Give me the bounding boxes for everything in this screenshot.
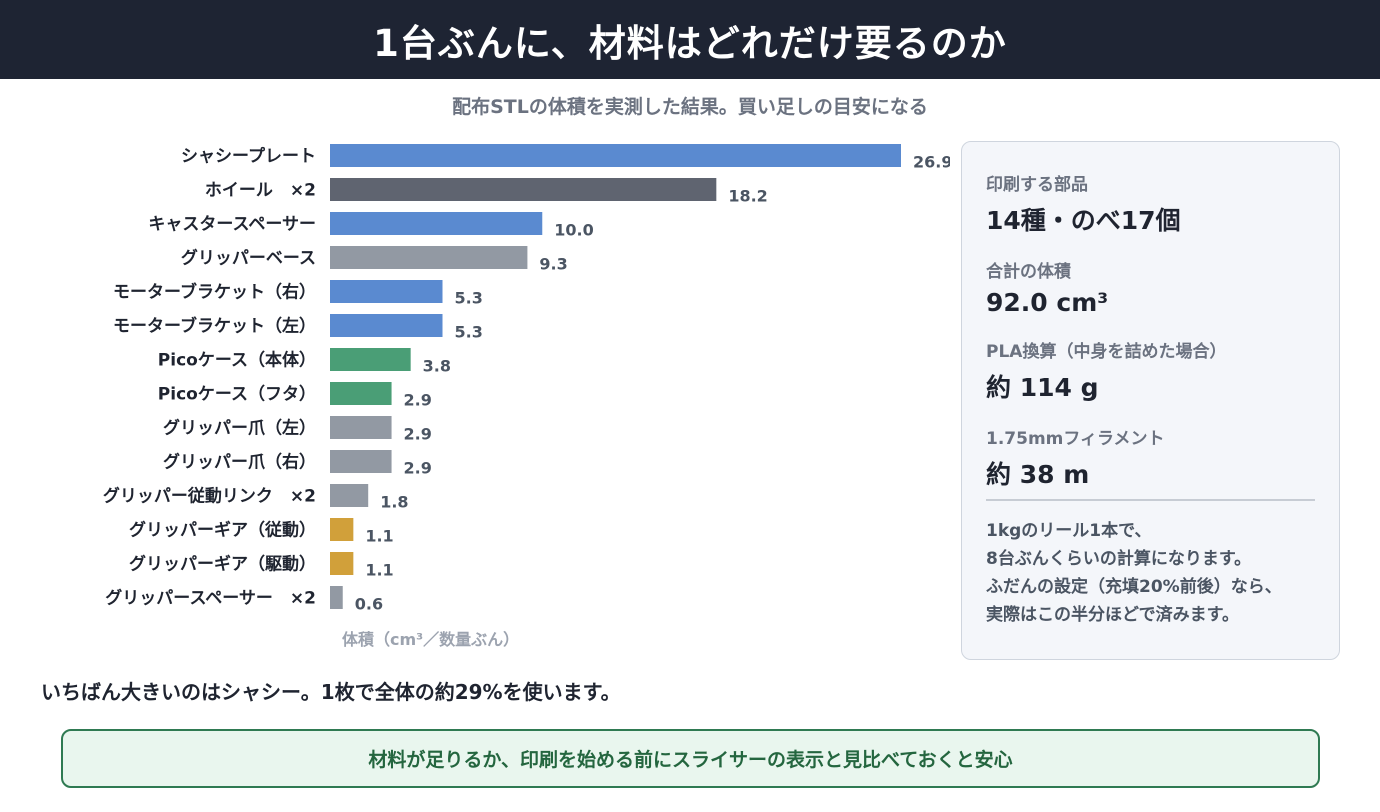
page-subtitle: 配布STLの体積を実測した結果。買い足しの目安になる xyxy=(452,96,928,118)
volume-label: 合計の体積 xyxy=(986,262,1071,282)
bar xyxy=(330,314,443,337)
pla-value: 約 114 g xyxy=(986,373,1099,402)
value-label: 3.8 xyxy=(423,357,451,376)
filament-value: 約 38 m xyxy=(986,460,1090,489)
value-label: 9.3 xyxy=(539,255,567,274)
category-label: グリッパーギア（駆動） xyxy=(129,554,316,575)
bar xyxy=(330,416,392,439)
value-label: 18.2 xyxy=(728,187,767,206)
summary-panel: 印刷する部品 14種・のべ17個 合計の体積 92.0 cm³ PLA換算（中身… xyxy=(961,141,1340,660)
bar xyxy=(330,484,369,507)
parts-value: 14種・のべ17個 xyxy=(986,206,1181,235)
parts-label: 印刷する部品 xyxy=(986,175,1088,195)
note-line: 1kgのリール1本で、 xyxy=(986,521,1152,541)
page-title: 1台ぶんに、材料はどれだけ要るのか xyxy=(373,21,1007,65)
category-label: シャシープレート xyxy=(181,146,316,167)
bar xyxy=(330,518,354,541)
category-label: グリッパースペーサー ×2 xyxy=(105,588,316,609)
bar xyxy=(330,586,343,609)
note-line: 実際はこの半分ほどで済みます。 xyxy=(986,605,1239,625)
filament-label: 1.75mmフィラメント xyxy=(986,429,1165,449)
volume-value: 92.0 cm³ xyxy=(986,288,1109,317)
value-label: 26.9 xyxy=(913,153,950,172)
category-label: グリッパー爪（左） xyxy=(163,418,316,439)
bar xyxy=(330,144,901,167)
tip-text: 材料が足りるか、印刷を始める前にスライサーの表示と見比べておくと安心 xyxy=(368,749,1013,771)
bar xyxy=(330,348,411,371)
x-axis-title: 体積（cm³／数量ぶん） xyxy=(342,630,519,649)
category-label: グリッパー爪（右） xyxy=(163,452,316,473)
bar xyxy=(330,212,543,235)
category-label: モーターブラケット（右） xyxy=(113,282,316,303)
panel-note: 1kgのリール1本で、 8台ぶんくらいの計算になります。 ふだんの設定（充填20… xyxy=(986,517,1315,629)
category-label: Picoケース（本体） xyxy=(158,350,316,371)
note-line: 8台ぶんくらいの計算になります。 xyxy=(986,549,1252,569)
value-label: 10.0 xyxy=(554,221,593,240)
value-label: 2.9 xyxy=(404,459,432,478)
category-label: グリッパーギア（従動） xyxy=(129,520,316,541)
category-label: Picoケース（フタ） xyxy=(158,384,316,405)
bar xyxy=(330,178,717,201)
tip-callout: 材料が足りるか、印刷を始める前にスライサーの表示と見比べておくと安心 xyxy=(61,729,1320,788)
page-header: 1台ぶんに、材料はどれだけ要るのか xyxy=(0,0,1380,79)
category-label: グリッパーベース xyxy=(181,248,316,269)
panel-divider xyxy=(986,499,1315,501)
category-label: ホイール ×2 xyxy=(205,181,316,201)
summary-text: いちばん大きいのはシャシー。1枚で全体の約29%を使います。 xyxy=(41,680,621,704)
value-label: 5.3 xyxy=(455,289,483,308)
bar xyxy=(330,246,528,269)
category-label: キャスタースペーサー xyxy=(148,215,316,235)
note-line: ふだんの設定（充填20%前後）なら、 xyxy=(986,577,1282,597)
category-label: モーターブラケット（左） xyxy=(113,316,316,337)
bar xyxy=(330,280,443,303)
pla-label: PLA換算（中身を詰めた場合） xyxy=(986,342,1227,362)
value-label: 1.1 xyxy=(365,527,393,546)
value-label: 0.6 xyxy=(355,595,383,614)
value-label: 2.9 xyxy=(404,391,432,410)
bar xyxy=(330,382,392,405)
value-label: 2.9 xyxy=(404,425,432,444)
bar xyxy=(330,552,354,575)
category-label: グリッパー従動リンク ×2 xyxy=(103,486,316,507)
value-label: 5.3 xyxy=(455,323,483,342)
bar xyxy=(330,450,392,473)
volume-bar-chart: シャシープレート 26.9 ホイール ×2 18.2 キャスタースペーサー 10.0 グリッ… xyxy=(103,144,950,649)
value-label: 1.8 xyxy=(380,493,408,512)
value-label: 1.1 xyxy=(365,561,393,580)
